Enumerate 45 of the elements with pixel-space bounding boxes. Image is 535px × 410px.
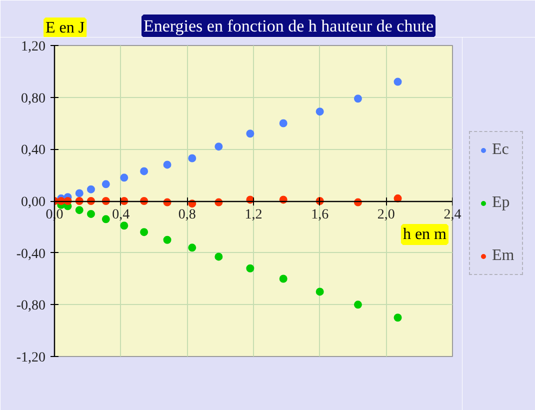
legend-label: Ep xyxy=(492,194,511,212)
x-tick-label: 0,4 xyxy=(112,208,130,222)
legend-label: Ec xyxy=(492,141,510,159)
point xyxy=(86,210,95,218)
x-tick-label: 0,8 xyxy=(178,208,196,222)
point xyxy=(214,142,223,151)
point xyxy=(86,185,95,194)
point xyxy=(354,300,362,309)
point xyxy=(279,119,288,128)
y-tick-label: 0,40 xyxy=(21,143,46,158)
y-tick-label: 0,00 xyxy=(21,195,46,210)
point xyxy=(102,215,110,224)
point xyxy=(316,108,324,116)
point xyxy=(120,174,128,182)
x-tick-label: 2,0 xyxy=(377,208,395,222)
point xyxy=(394,314,402,322)
point xyxy=(75,206,84,214)
y-tick-label: -0,80 xyxy=(16,298,46,314)
point xyxy=(316,288,324,296)
point xyxy=(188,244,196,252)
point xyxy=(120,222,128,230)
x-tick-label: 1,6 xyxy=(311,208,329,222)
point xyxy=(140,228,148,236)
x-tick-label: 1,2 xyxy=(244,208,262,222)
y-tick-label: 1,20 xyxy=(21,40,46,54)
point xyxy=(246,264,254,272)
point xyxy=(214,252,223,261)
point xyxy=(140,167,148,176)
chart-title: Energies en fonction de h hauteur de chute xyxy=(144,16,434,36)
point xyxy=(394,78,402,86)
point xyxy=(279,274,288,283)
point xyxy=(354,94,362,103)
y-tick-label: 0,80 xyxy=(21,91,46,106)
point xyxy=(246,130,254,138)
y-tick-label: -0,40 xyxy=(16,246,46,262)
point xyxy=(188,154,196,162)
point xyxy=(102,180,110,188)
y-axis-title: E en J xyxy=(46,20,85,36)
x-axis-title: h en m xyxy=(402,226,448,243)
point xyxy=(163,160,172,169)
y-tick-label: -1,20 xyxy=(16,350,46,366)
x-tick-label: 2,4 xyxy=(444,208,462,222)
point xyxy=(163,236,172,244)
point xyxy=(75,189,84,198)
legend-label: Em xyxy=(492,247,514,265)
